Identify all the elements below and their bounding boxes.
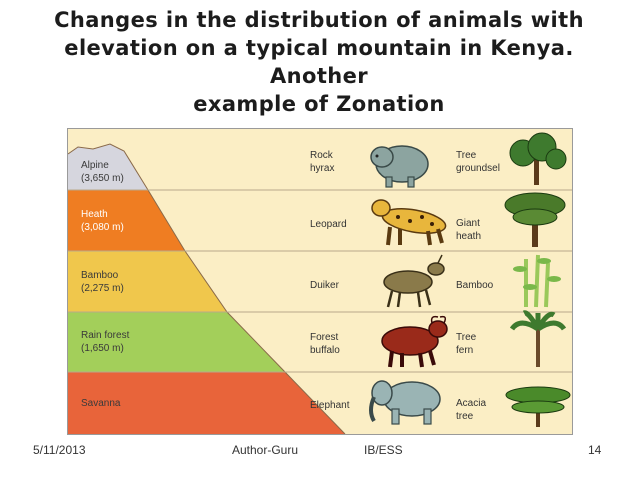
footer-page-number: 14 xyxy=(588,443,602,457)
zone-band-rain-forest xyxy=(68,312,285,372)
zone-label-heath: Heath (3,080 m) xyxy=(81,208,124,234)
zone-name: Alpine xyxy=(81,160,109,171)
rock-hyrax-icon xyxy=(370,145,429,188)
footer-date: 5/11/2013 xyxy=(33,443,86,457)
zone-band-bamboo xyxy=(68,251,227,312)
animal-label-elephant: Elephant xyxy=(310,399,349,412)
zone-band-savanna xyxy=(68,372,345,434)
zone-label-rain-forest: Rain forest (1,650 m) xyxy=(81,329,129,355)
plant-name-line: Acacia xyxy=(456,398,487,409)
plant-label-acacia-tree: Acacia tree xyxy=(456,397,486,423)
animal-name-line: Rock xyxy=(310,150,333,161)
animal-label-duiker: Duiker xyxy=(310,279,339,292)
zone-band-alpine xyxy=(68,144,148,190)
zonation-diagram: Alpine (3,650 m) Heath (3,080 m) Bamboo … xyxy=(67,128,573,435)
zone-name: Bamboo xyxy=(81,270,119,281)
animal-name-line: Leopard xyxy=(310,219,347,230)
mountain-outline xyxy=(68,143,346,434)
zone-label-bamboo: Bamboo (2,275 m) xyxy=(81,269,124,295)
zone-band-heath xyxy=(68,190,185,251)
tree-fern-icon xyxy=(509,310,567,367)
elephant-icon xyxy=(369,380,441,425)
animal-label-forest-buffalo: Forest buffalo xyxy=(310,331,340,357)
plant-label-tree-groundsel: Tree groundsel xyxy=(456,149,500,175)
plant-name-line: Tree xyxy=(456,150,477,161)
footer-author: Author-Guru xyxy=(232,443,299,457)
animal-name-line: hyrax xyxy=(310,163,335,174)
animal-name-line: Duiker xyxy=(310,280,339,291)
zone-label-alpine: Alpine (3,650 m) xyxy=(81,159,124,185)
animal-label-leopard: Leopard xyxy=(310,218,347,231)
plant-name-line: groundsel xyxy=(456,163,500,174)
acacia-tree-icon xyxy=(505,386,571,427)
leopard-icon xyxy=(371,199,447,246)
plant-label-giant-heath: Giant heath xyxy=(456,217,481,243)
zone-elevation: (1,650 m) xyxy=(81,343,124,354)
title-line-1: Changes in the distribution of animals w… xyxy=(54,8,584,32)
tree-groundsel-icon xyxy=(509,132,567,185)
title-line-2: elevation on a typical mountain in Kenya… xyxy=(64,36,574,88)
plant-name-line: Giant xyxy=(456,218,480,229)
zone-label-savanna: Savanna xyxy=(81,397,120,410)
title-line-3: example of Zonation xyxy=(193,92,445,116)
zone-elevation: (3,080 m) xyxy=(81,222,124,233)
animal-name-line: Forest xyxy=(310,332,339,343)
slide-title: Changes in the distribution of animals w… xyxy=(20,6,618,118)
animal-name-line: Elephant xyxy=(310,400,350,411)
footer-course: IB/ESS xyxy=(364,443,403,457)
zone-name: Savanna xyxy=(81,398,121,409)
animal-name-line: buffalo xyxy=(310,345,340,356)
zone-elevation: (2,275 m) xyxy=(81,283,124,294)
plant-label-tree-fern: Tree fern xyxy=(456,331,476,357)
zone-name: Rain forest xyxy=(81,330,130,341)
animal-label-rock-hyrax: Rock hyrax xyxy=(310,149,334,175)
plant-name-line: heath xyxy=(456,231,482,242)
plant-label-bamboo: Bamboo xyxy=(456,279,493,292)
plant-name-line: Tree xyxy=(456,332,477,343)
zone-name: Heath xyxy=(81,209,108,220)
zone-elevation: (3,650 m) xyxy=(81,173,124,184)
plant-name-line: Bamboo xyxy=(456,280,494,291)
bamboo-icon xyxy=(513,254,561,308)
forest-buffalo-icon xyxy=(381,315,448,368)
duiker-icon xyxy=(383,254,445,308)
giant-heath-icon xyxy=(504,192,566,247)
zonation-graphic xyxy=(68,132,572,434)
plant-name-line: fern xyxy=(456,345,474,356)
plant-name-line: tree xyxy=(456,411,474,422)
